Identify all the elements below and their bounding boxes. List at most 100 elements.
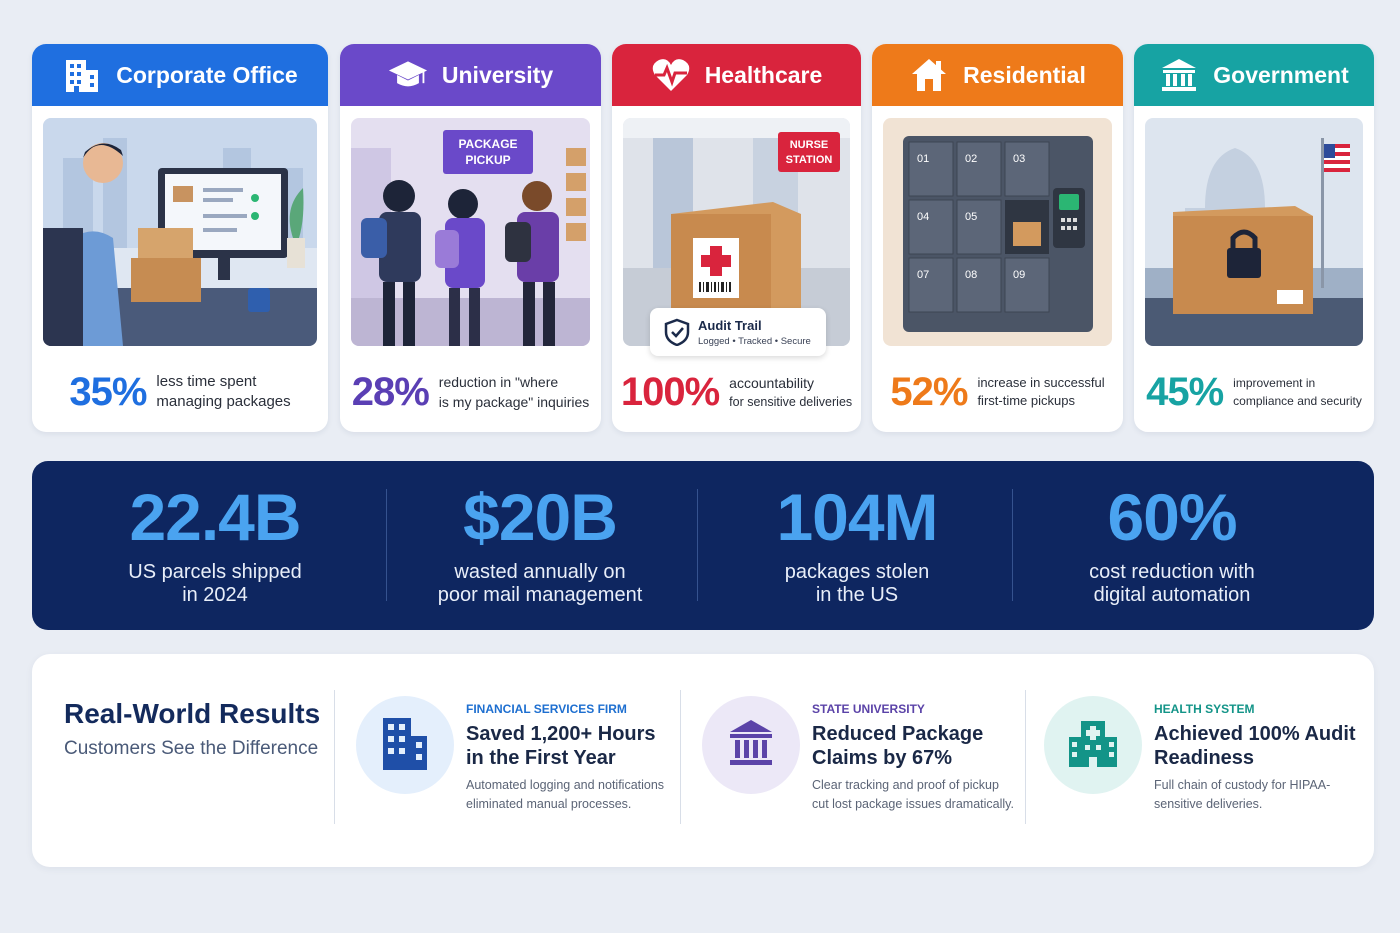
locker-label: 03 bbox=[1013, 153, 1025, 165]
sector-card-university: University PACKAGE PICKUP 28% reduction … bbox=[340, 44, 601, 432]
stat-description: reduction in "where is my package" inquir… bbox=[439, 372, 589, 412]
case-tag: FINANCIAL SERVICES FIRM bbox=[466, 702, 627, 716]
case-tag: STATE UNIVERSITY bbox=[812, 702, 925, 716]
audit-trail-badge: Audit Trail Logged • Tracked • Secure bbox=[650, 308, 826, 356]
stat-value: 22.4B bbox=[129, 480, 301, 554]
stat-line-2: in 2024 bbox=[182, 584, 248, 606]
stat-description: cost reduction with digital automation bbox=[1032, 561, 1312, 607]
heart-pulse-icon bbox=[651, 55, 691, 95]
stat-description: wasted annually on poor mail management bbox=[402, 561, 678, 607]
stat-line-2: managing packages bbox=[156, 393, 291, 410]
stat-percent: 28% bbox=[351, 369, 430, 414]
stat-packages-stolen: 104M packages stolen in the US bbox=[717, 481, 997, 611]
stat-line-2: poor mail management bbox=[437, 584, 643, 606]
stat-line-1: packages stolen bbox=[784, 561, 930, 583]
results-subtitle: Customers See the Difference bbox=[64, 738, 319, 759]
stat-description: less time spent managing packages bbox=[156, 372, 290, 412]
graduation-cap-icon bbox=[388, 55, 428, 95]
stat-value: 60% bbox=[1107, 480, 1237, 554]
package-pickup-sign: PACKAGE bbox=[458, 137, 517, 151]
stat-description: accountability for sensitive deliveries bbox=[729, 374, 852, 411]
case-headline: Achieved 100% Audit Readiness bbox=[1154, 723, 1356, 769]
results-title: Real-World Results bbox=[64, 698, 321, 729]
stat-line-1: less time spent bbox=[156, 373, 257, 390]
card-header: University bbox=[340, 44, 601, 106]
stat-line-1: reduction in "where bbox=[438, 374, 559, 390]
card-header: Government bbox=[1134, 44, 1374, 106]
results-divider bbox=[334, 690, 335, 824]
case-icon-circle bbox=[702, 696, 800, 794]
card-title: Residential bbox=[963, 61, 1086, 88]
card-stat: 28% reduction in "where is my package" in… bbox=[340, 356, 601, 428]
stat-percent: 45% bbox=[1146, 369, 1224, 414]
locker-label: 04 bbox=[917, 211, 929, 223]
card-stat: 100% accountability for sensitive deliver… bbox=[612, 356, 861, 428]
stat-description: packages stolen in the US bbox=[717, 561, 997, 607]
stat-line-2: first-time pickups bbox=[977, 393, 1075, 408]
university-illustration: PACKAGE PICKUP bbox=[351, 118, 590, 346]
locker-label: 01 bbox=[917, 153, 929, 165]
residential-illustration: 01 02 03 04 05 07 08 09 bbox=[883, 118, 1112, 346]
government-illustration bbox=[1145, 118, 1363, 346]
case-tag: HEALTH SYSTEM bbox=[1154, 702, 1255, 716]
shield-check-icon bbox=[664, 318, 690, 351]
stat-line-1: wasted annually on bbox=[454, 561, 626, 583]
stat-value: 104M bbox=[776, 480, 938, 554]
stat-divider bbox=[1012, 489, 1013, 601]
stat-line-2: is my package" inquiries bbox=[438, 394, 590, 410]
card-title: Corporate Office bbox=[116, 61, 298, 88]
results-divider bbox=[680, 690, 681, 824]
stat-description: improvement in compliance and security bbox=[1233, 374, 1362, 410]
case-study-health: HEALTH SYSTEM Achieved 100% Audit Readin… bbox=[1044, 696, 1364, 836]
stat-value: $20B bbox=[463, 480, 618, 554]
sector-card-residential: Residential 01 02 03 bbox=[872, 44, 1123, 432]
nurse-station-sign: NURSE bbox=[790, 139, 829, 151]
stat-description: US parcels shipped in 2024 bbox=[62, 561, 368, 607]
results-divider bbox=[1025, 690, 1026, 824]
case-headline: Reduced Package Claims by 67% bbox=[812, 723, 984, 769]
stat-description: increase in successful first-time pickups bbox=[977, 374, 1104, 410]
stat-parcels-shipped: 22.4B US parcels shipped in 2024 bbox=[62, 481, 368, 611]
case-icon-circle bbox=[356, 696, 454, 794]
capitol-building-icon bbox=[1159, 55, 1199, 95]
case-icon-circle bbox=[1044, 696, 1142, 794]
real-world-results: Real-World Results Customers See the Dif… bbox=[32, 654, 1374, 867]
locker-label: 05 bbox=[965, 211, 977, 223]
svg-text:PICKUP: PICKUP bbox=[465, 153, 510, 167]
house-icon bbox=[909, 55, 949, 95]
office-building-icon bbox=[62, 55, 102, 95]
stat-line-2: in the US bbox=[815, 584, 899, 606]
locker-label: 02 bbox=[965, 153, 977, 165]
card-header: Corporate Office bbox=[32, 44, 328, 106]
stats-banner: 22.4B US parcels shipped in 2024 $20B was… bbox=[32, 461, 1374, 630]
case-study-financial: FINANCIAL SERVICES FIRM Saved 1,200+ Hou… bbox=[356, 696, 676, 836]
locker-label: 08 bbox=[965, 269, 977, 281]
audit-trail-subtitle: Logged • Tracked • Secure bbox=[698, 336, 811, 347]
card-title: Government bbox=[1213, 61, 1349, 88]
stat-percent: 35% bbox=[69, 369, 147, 414]
office-building-icon bbox=[381, 714, 429, 777]
university-building-icon bbox=[728, 718, 774, 773]
card-title: Healthcare bbox=[704, 61, 823, 88]
stat-line-1: accountability bbox=[729, 374, 814, 391]
stat-percent: 52% bbox=[890, 369, 968, 414]
stat-divider bbox=[386, 489, 387, 601]
locker-label: 07 bbox=[917, 269, 929, 281]
stat-line-2: digital automation bbox=[1093, 584, 1251, 606]
audit-trail-title: Audit Trail bbox=[698, 318, 762, 333]
card-stat: 52% increase in successful first-time pic… bbox=[872, 356, 1123, 428]
stat-line-2: compliance and security bbox=[1233, 394, 1362, 408]
card-title: University bbox=[441, 61, 554, 88]
stat-divider bbox=[697, 489, 698, 601]
card-stat: 35% less time spent managing packages bbox=[32, 356, 328, 428]
card-stat: 45% improvement in compliance and securit… bbox=[1134, 356, 1374, 428]
stat-cost-reduction: 60% cost reduction with digital automatio… bbox=[1032, 481, 1312, 611]
case-headline: Saved 1,200+ Hours in the First Year bbox=[466, 723, 656, 769]
sector-card-government: Government 45% improvement in compliance … bbox=[1134, 44, 1374, 432]
sector-card-corporate: Corporate Office bbox=[32, 44, 328, 432]
stat-line-1: cost reduction with bbox=[1089, 561, 1255, 583]
hospital-icon bbox=[1067, 717, 1119, 774]
locker-label: 09 bbox=[1013, 269, 1025, 281]
sector-cards: Corporate Office bbox=[32, 44, 1374, 432]
case-study-university: STATE UNIVERSITY Reduced Package Claims … bbox=[702, 696, 1022, 836]
